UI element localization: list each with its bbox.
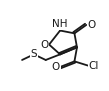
Text: O: O <box>40 40 48 50</box>
Text: S: S <box>31 49 37 59</box>
Text: O: O <box>52 62 60 72</box>
Text: NH: NH <box>52 19 68 29</box>
Text: O: O <box>87 20 95 30</box>
Text: Cl: Cl <box>89 61 99 71</box>
